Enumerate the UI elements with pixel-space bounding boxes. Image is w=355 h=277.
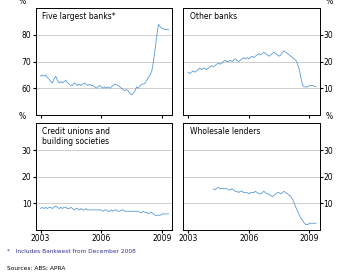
Text: %: %	[326, 112, 333, 121]
Text: Other banks: Other banks	[190, 12, 237, 20]
Text: %: %	[19, 0, 26, 6]
Text: %: %	[326, 0, 333, 6]
Text: %: %	[19, 112, 26, 121]
Text: Five largest banks*: Five largest banks*	[42, 12, 116, 20]
Text: Wholesale lenders: Wholesale lenders	[190, 127, 260, 135]
Text: Credit unions and
building societies: Credit unions and building societies	[42, 127, 110, 146]
Text: Sources: ABS; APRA: Sources: ABS; APRA	[7, 266, 65, 271]
Text: *   Includes Bankwest from December 2008: * Includes Bankwest from December 2008	[7, 249, 136, 254]
